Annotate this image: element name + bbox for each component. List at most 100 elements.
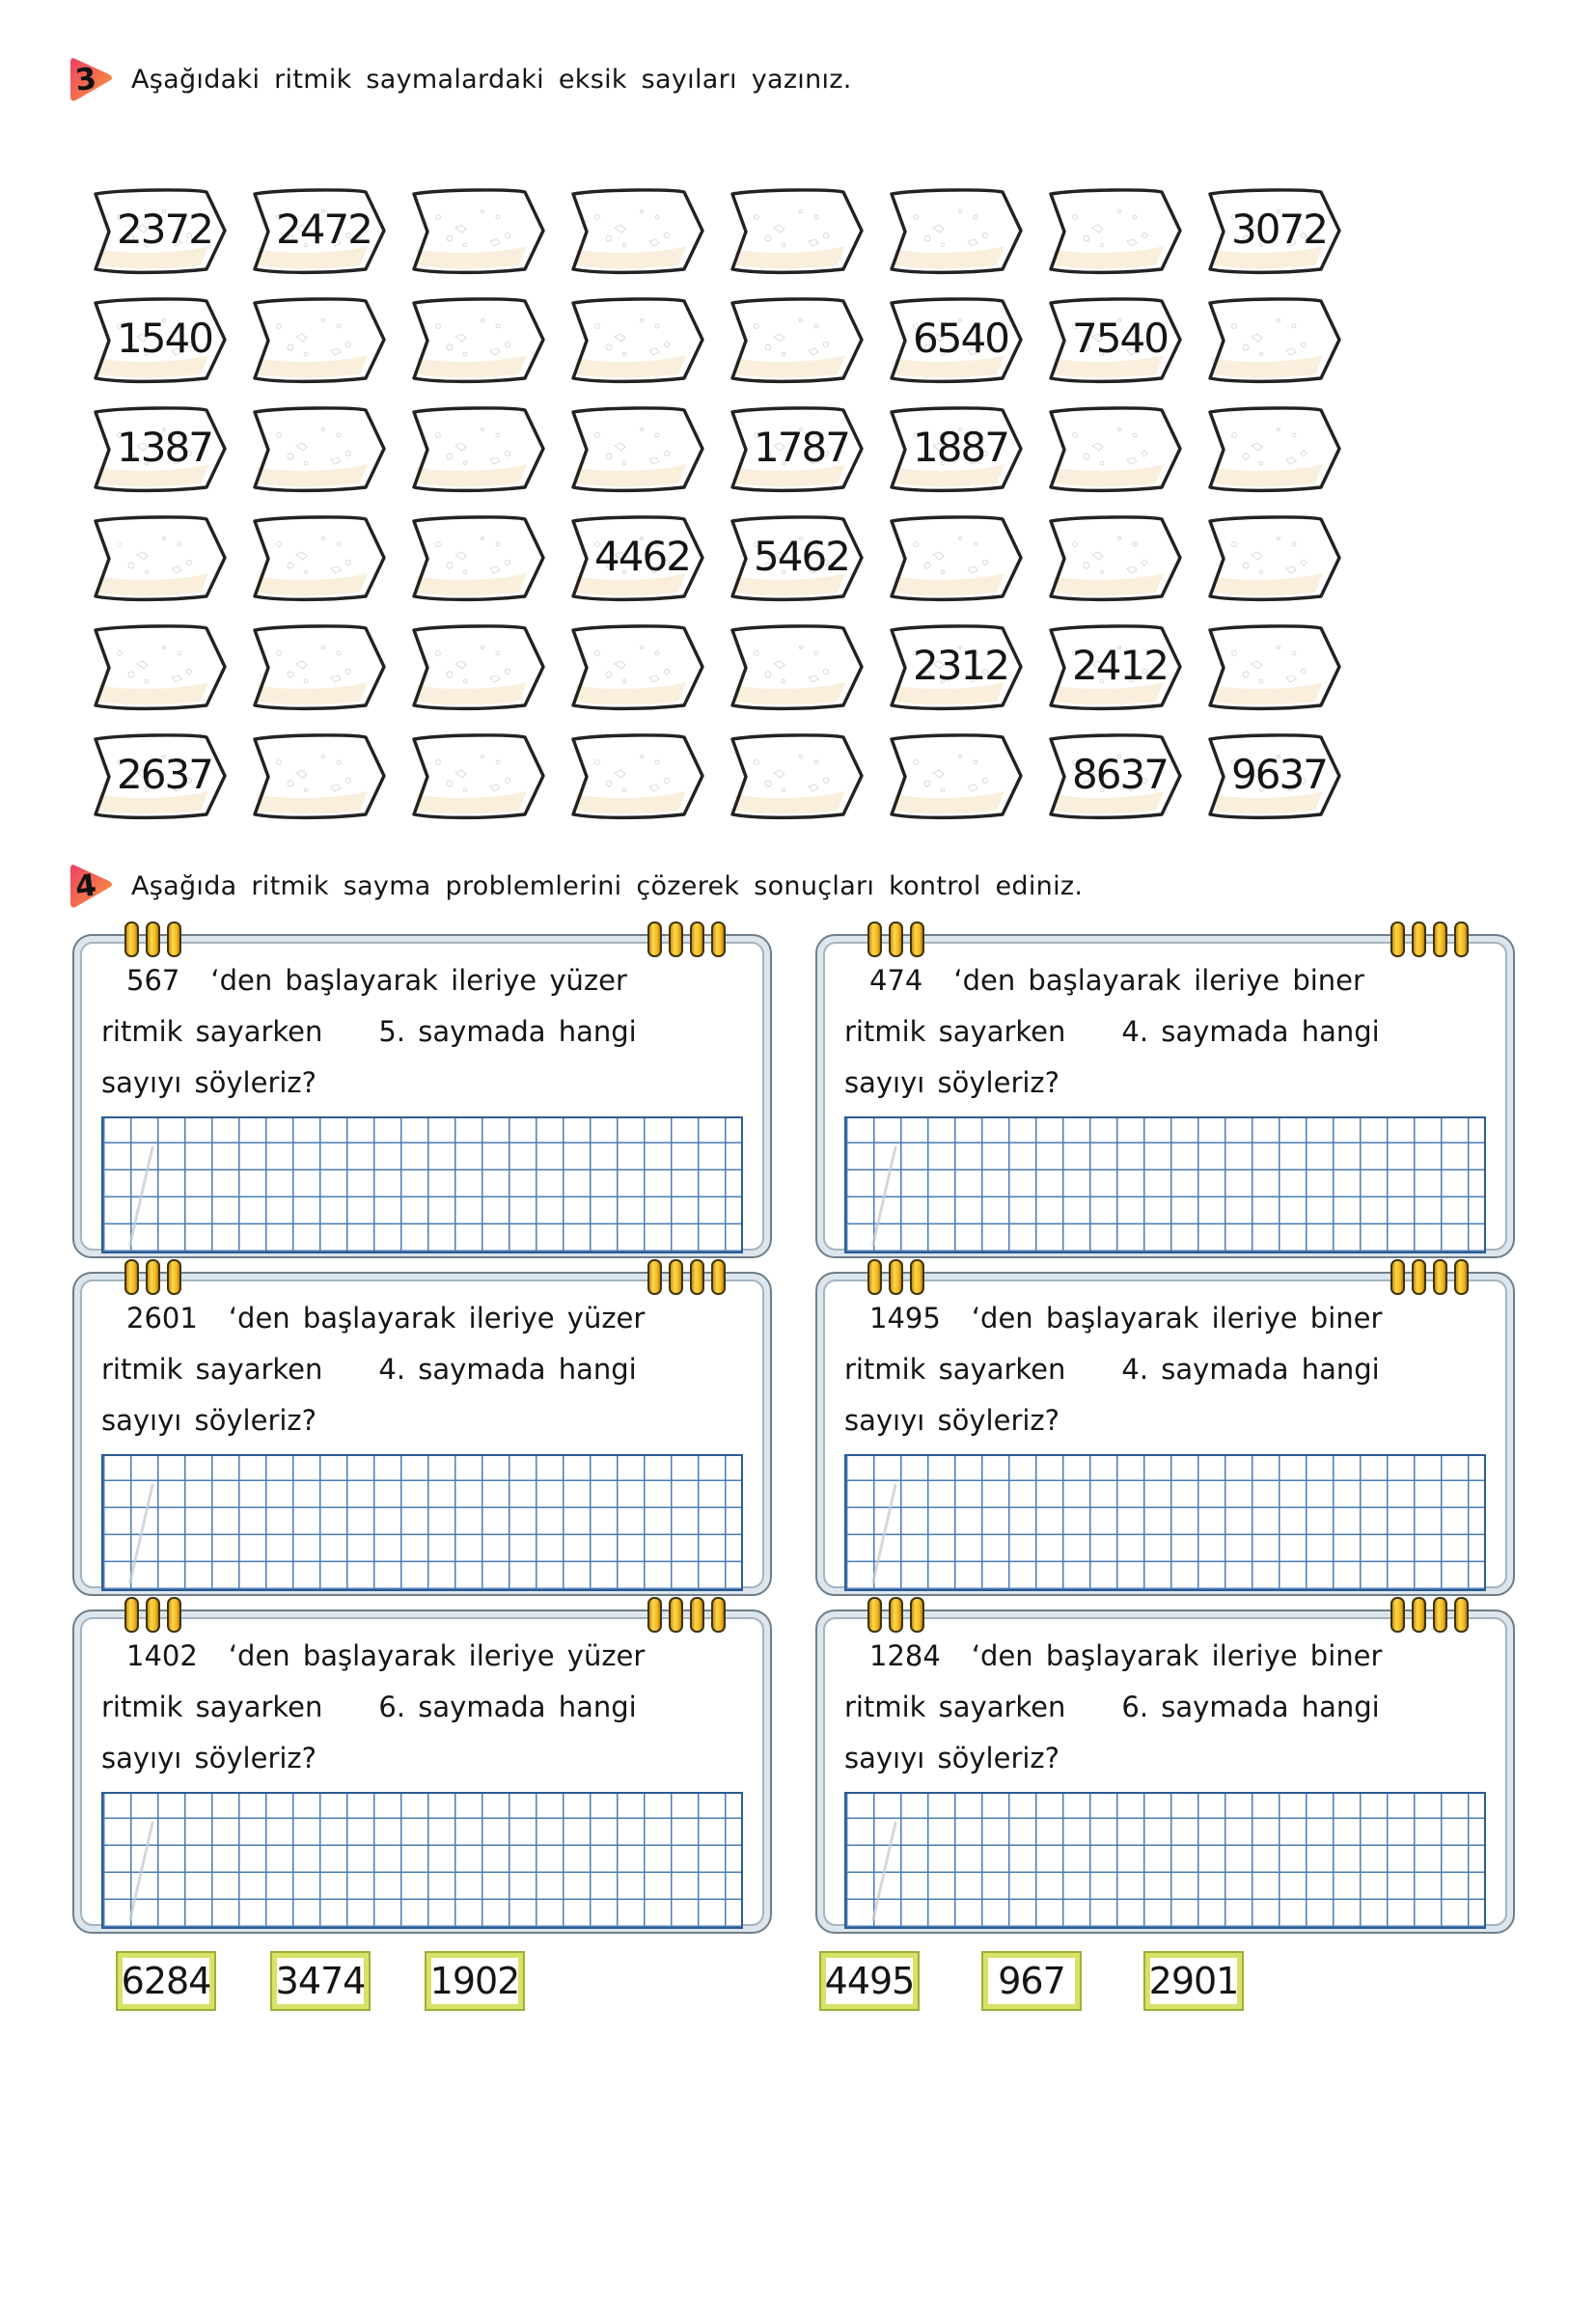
counting-cell-blank[interactable] — [405, 512, 551, 604]
problem-line-1: 1402 ‘den başlayarak ileriye yüzer — [101, 1631, 743, 1682]
counting-cell-blank[interactable] — [405, 294, 551, 386]
answer-box: 2901 — [1143, 1951, 1244, 2011]
cell-number: 2637 — [117, 751, 214, 798]
counting-cell-blank[interactable] — [246, 730, 392, 822]
counting-cell-blank[interactable] — [564, 621, 710, 713]
counting-cell-blank[interactable] — [724, 294, 869, 386]
cell-number — [1042, 512, 1188, 604]
counting-cell-blank[interactable] — [405, 185, 551, 277]
binder-clip-icon — [1433, 1259, 1447, 1295]
binder-clip-icon — [910, 1597, 924, 1633]
binder-clip-icon — [889, 1259, 903, 1295]
counting-cell-blank[interactable] — [883, 730, 1029, 822]
counting-cell-blank[interactable] — [1201, 403, 1347, 495]
cell-number: 1540 — [117, 315, 214, 362]
counting-cell-blank[interactable] — [564, 403, 710, 495]
problem-line-3: sayıyı söyleriz? — [101, 1066, 317, 1099]
answer-number: 3474 — [275, 1960, 367, 2002]
counting-cell-filled: 1387 — [87, 403, 233, 495]
binder-clip-icon — [1433, 1597, 1447, 1633]
binder-clip-icon — [647, 1597, 662, 1633]
counting-cell-blank[interactable] — [1201, 294, 1347, 386]
problem-line-2: ritmik sayarken 4. saymada hangi — [844, 1006, 1486, 1058]
work-grid[interactable] — [844, 1116, 1486, 1253]
counting-cell-blank[interactable] — [883, 185, 1029, 277]
arrow-box-shape — [1208, 297, 1341, 384]
counting-cell-filled: 8637 — [1042, 730, 1188, 822]
counting-cell-blank[interactable] — [246, 403, 392, 495]
counting-cell-blank[interactable] — [1201, 621, 1347, 713]
counting-cell-blank[interactable] — [1201, 512, 1347, 604]
count-ordinal-text: 4. saymada hangi — [378, 1353, 637, 1386]
counting-cell-blank[interactable] — [405, 403, 551, 495]
binder-clip-icon — [1390, 922, 1405, 957]
problem-cards: 567 ‘den başlayarak ileriye yüzer ritmik s… — [72, 922, 1596, 1934]
arrow-box-shape — [1049, 406, 1182, 493]
binder-clips-right — [1390, 1597, 1469, 1633]
work-grid[interactable] — [101, 1454, 743, 1591]
problem-card: 1284 ‘den başlayarak ileriye biner ritmik … — [815, 1597, 1515, 1934]
counting-cell-filled: 4462 — [564, 512, 710, 604]
counting-cell-blank[interactable] — [246, 512, 392, 604]
arrow-box-shape — [571, 515, 704, 602]
count-ordinal-text: 4. saymada hangi — [1121, 1015, 1380, 1048]
cell-number: 2372 — [117, 206, 214, 253]
work-grid[interactable] — [101, 1792, 743, 1929]
counting-cell-blank[interactable] — [1042, 185, 1188, 277]
work-grid[interactable] — [844, 1454, 1486, 1591]
answers-group-right: 4495 967 2901 — [819, 1951, 1244, 2011]
problem-text: ritmik sayarken — [101, 1015, 323, 1048]
binder-clip-icon — [1412, 1597, 1426, 1633]
arrow-box-shape — [1049, 297, 1182, 384]
binder-clip-icon — [889, 922, 903, 957]
cell-number: 1887 — [913, 424, 1010, 471]
arrow-box-shape — [412, 297, 545, 384]
arrow-box-shape — [94, 733, 227, 820]
count-ordinal-text: 6. saymada hangi — [378, 1691, 637, 1723]
problem-line-2: ritmik sayarken 6. saymada hangi — [101, 1682, 743, 1733]
start-number: 1284 — [869, 1639, 941, 1672]
counting-cell-blank[interactable] — [246, 294, 392, 386]
cell-number: 6540 — [913, 315, 1010, 362]
arrow-box-shape — [94, 188, 227, 275]
work-grid[interactable] — [101, 1116, 743, 1253]
arrow-box-shape — [730, 733, 864, 820]
counting-cell-blank[interactable] — [724, 621, 869, 713]
counting-cell-blank[interactable] — [724, 730, 869, 822]
exercise-3-badge-icon: 3 — [66, 54, 116, 104]
counting-cell-filled: 2412 — [1042, 621, 1188, 713]
problem-text: ritmik sayarken — [844, 1691, 1066, 1723]
start-number: 1495 — [869, 1302, 941, 1334]
counting-cell-blank[interactable] — [405, 730, 551, 822]
counting-cell-blank[interactable] — [564, 185, 710, 277]
binder-clips-right — [1390, 1259, 1469, 1295]
binder-clip-icon — [1454, 922, 1469, 957]
counting-cell-blank[interactable] — [1042, 512, 1188, 604]
counting-cell-blank[interactable] — [724, 185, 869, 277]
problem-line-2: ritmik sayarken 4. saymada hangi — [844, 1344, 1486, 1395]
binder-clips-left — [124, 1259, 181, 1295]
binder-clips-left — [124, 1597, 181, 1633]
counting-cell-filled: 5462 — [724, 512, 869, 604]
binder-clip-icon — [1412, 922, 1426, 957]
counting-cell-blank[interactable] — [1042, 403, 1188, 495]
cell-number: 2312 — [913, 642, 1010, 689]
counting-cell-blank[interactable] — [564, 294, 710, 386]
work-grid[interactable] — [844, 1792, 1486, 1929]
counting-cell-filled: 2312 — [883, 621, 1029, 713]
cell-number — [724, 294, 869, 386]
counting-cell-blank[interactable] — [87, 512, 233, 604]
cell-number — [405, 512, 551, 604]
counting-cell-blank[interactable] — [246, 621, 392, 713]
counting-cell-blank[interactable] — [883, 512, 1029, 604]
binder-clip-icon — [711, 1597, 726, 1633]
counting-cell-blank[interactable] — [405, 621, 551, 713]
pencil-scribble — [871, 1821, 897, 1922]
arrow-box-shape — [890, 624, 1023, 711]
counting-cell-blank[interactable] — [564, 730, 710, 822]
binder-clips-left — [124, 922, 181, 957]
problem-text: ‘den başlayarak ileriye biner — [971, 1302, 1383, 1334]
counting-cell-blank[interactable] — [87, 621, 233, 713]
binder-clip-icon — [647, 922, 662, 957]
binder-clips-left — [867, 1597, 924, 1633]
